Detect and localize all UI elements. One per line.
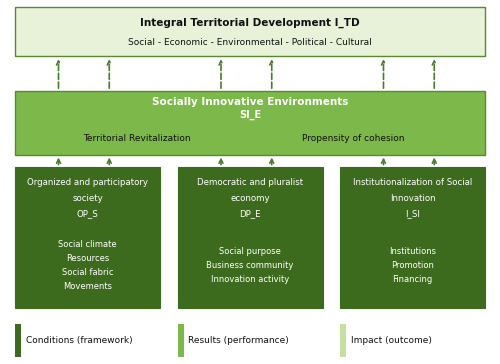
Text: Socially Innovative Environments: Socially Innovative Environments	[152, 98, 348, 107]
Text: DP_E: DP_E	[239, 209, 261, 218]
Text: Innovation: Innovation	[390, 194, 436, 203]
FancyBboxPatch shape	[340, 324, 346, 357]
FancyBboxPatch shape	[178, 324, 184, 357]
Text: Organized and participatory: Organized and participatory	[27, 178, 148, 187]
Text: economy: economy	[230, 194, 270, 203]
Text: Territorial Revitalization: Territorial Revitalization	[84, 134, 191, 143]
Text: society: society	[72, 194, 103, 203]
Text: Impact (outcome): Impact (outcome)	[351, 336, 432, 345]
FancyBboxPatch shape	[340, 167, 485, 308]
FancyBboxPatch shape	[15, 324, 21, 357]
Text: Social - Economic - Environmental - Political - Cultural: Social - Economic - Environmental - Poli…	[128, 38, 372, 47]
Text: Integral Territorial Development I_TD: Integral Territorial Development I_TD	[140, 18, 360, 28]
Text: Institutions
Promotion
Financing: Institutions Promotion Financing	[389, 247, 436, 284]
Text: OP_S: OP_S	[76, 209, 98, 218]
Text: Institutionalization of Social: Institutionalization of Social	[353, 178, 472, 187]
Text: Propensity of cohesion: Propensity of cohesion	[302, 134, 404, 143]
Text: Social climate
Resources
Social fabric
Movements: Social climate Resources Social fabric M…	[58, 240, 117, 291]
Text: Results (performance): Results (performance)	[188, 336, 289, 345]
FancyBboxPatch shape	[15, 167, 160, 308]
FancyBboxPatch shape	[15, 91, 485, 155]
FancyBboxPatch shape	[178, 167, 322, 308]
Text: I_SI: I_SI	[405, 209, 420, 218]
Text: Democratic and pluralist: Democratic and pluralist	[197, 178, 303, 187]
Text: Social purpose
Business community
Innovation activity: Social purpose Business community Innova…	[206, 247, 294, 284]
Text: SI_E: SI_E	[239, 110, 261, 120]
Text: Conditions (framework): Conditions (framework)	[26, 336, 132, 345]
FancyBboxPatch shape	[15, 7, 485, 56]
